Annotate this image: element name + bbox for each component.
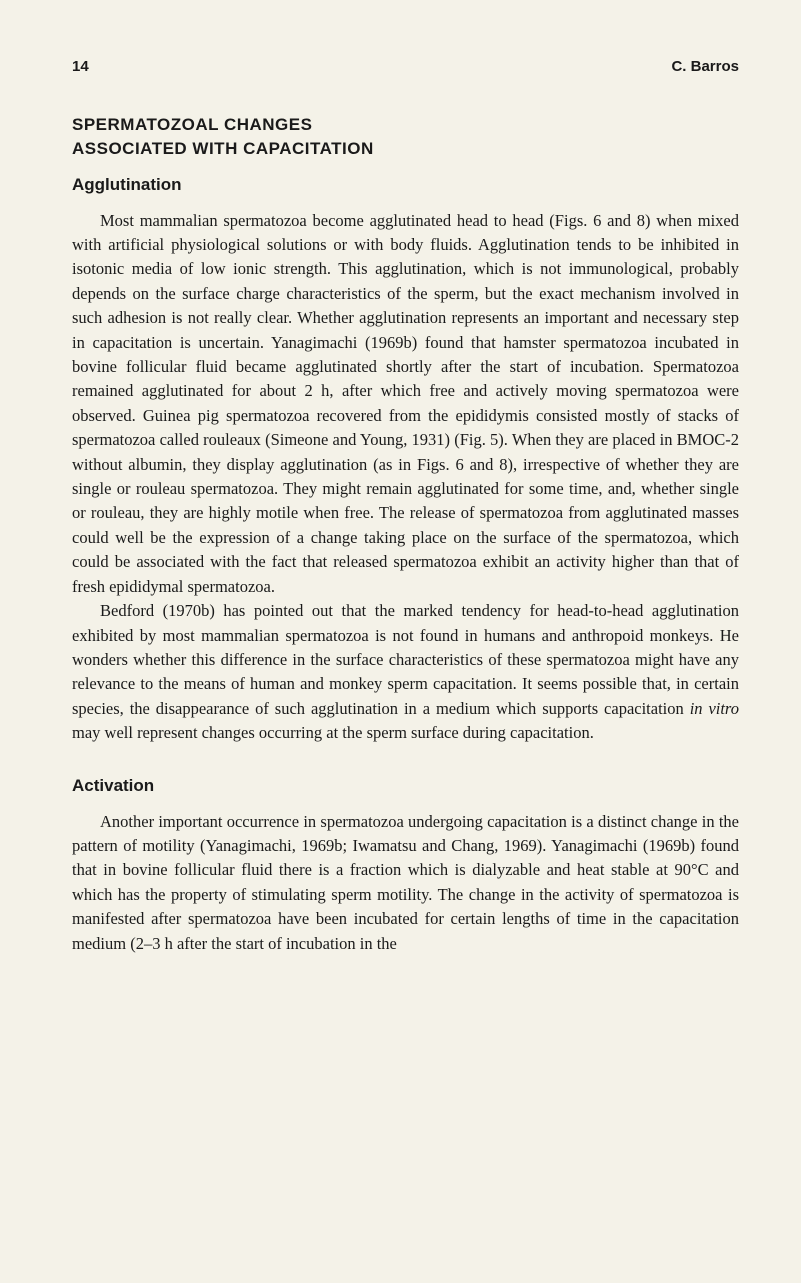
author-name: C. Barros bbox=[671, 58, 739, 75]
page-number: 14 bbox=[72, 58, 89, 75]
paragraph-2-part-b: may well represent changes occurring at … bbox=[72, 723, 594, 742]
section-title-line-2: ASSOCIATED WITH CAPACITATION bbox=[72, 137, 739, 161]
paragraph-1: Most mammalian spermatozoa become agglut… bbox=[72, 209, 739, 600]
paragraph-3: Another important occurrence in spermato… bbox=[72, 810, 739, 956]
section-title-line-1: SPERMATOZOAL CHANGES bbox=[72, 113, 739, 137]
subsection-heading-agglutination: Agglutination bbox=[72, 175, 739, 195]
paragraph-2: Bedford (1970b) has pointed out that the… bbox=[72, 599, 739, 745]
subsection-heading-activation: Activation bbox=[72, 776, 739, 796]
page-header: 14 C. Barros bbox=[72, 58, 739, 75]
section-heading: SPERMATOZOAL CHANGES ASSOCIATED WITH CAP… bbox=[72, 113, 739, 161]
paragraph-2-part-a: Bedford (1970b) has pointed out that the… bbox=[72, 601, 739, 718]
paragraph-2-italic: in vitro bbox=[690, 699, 739, 718]
